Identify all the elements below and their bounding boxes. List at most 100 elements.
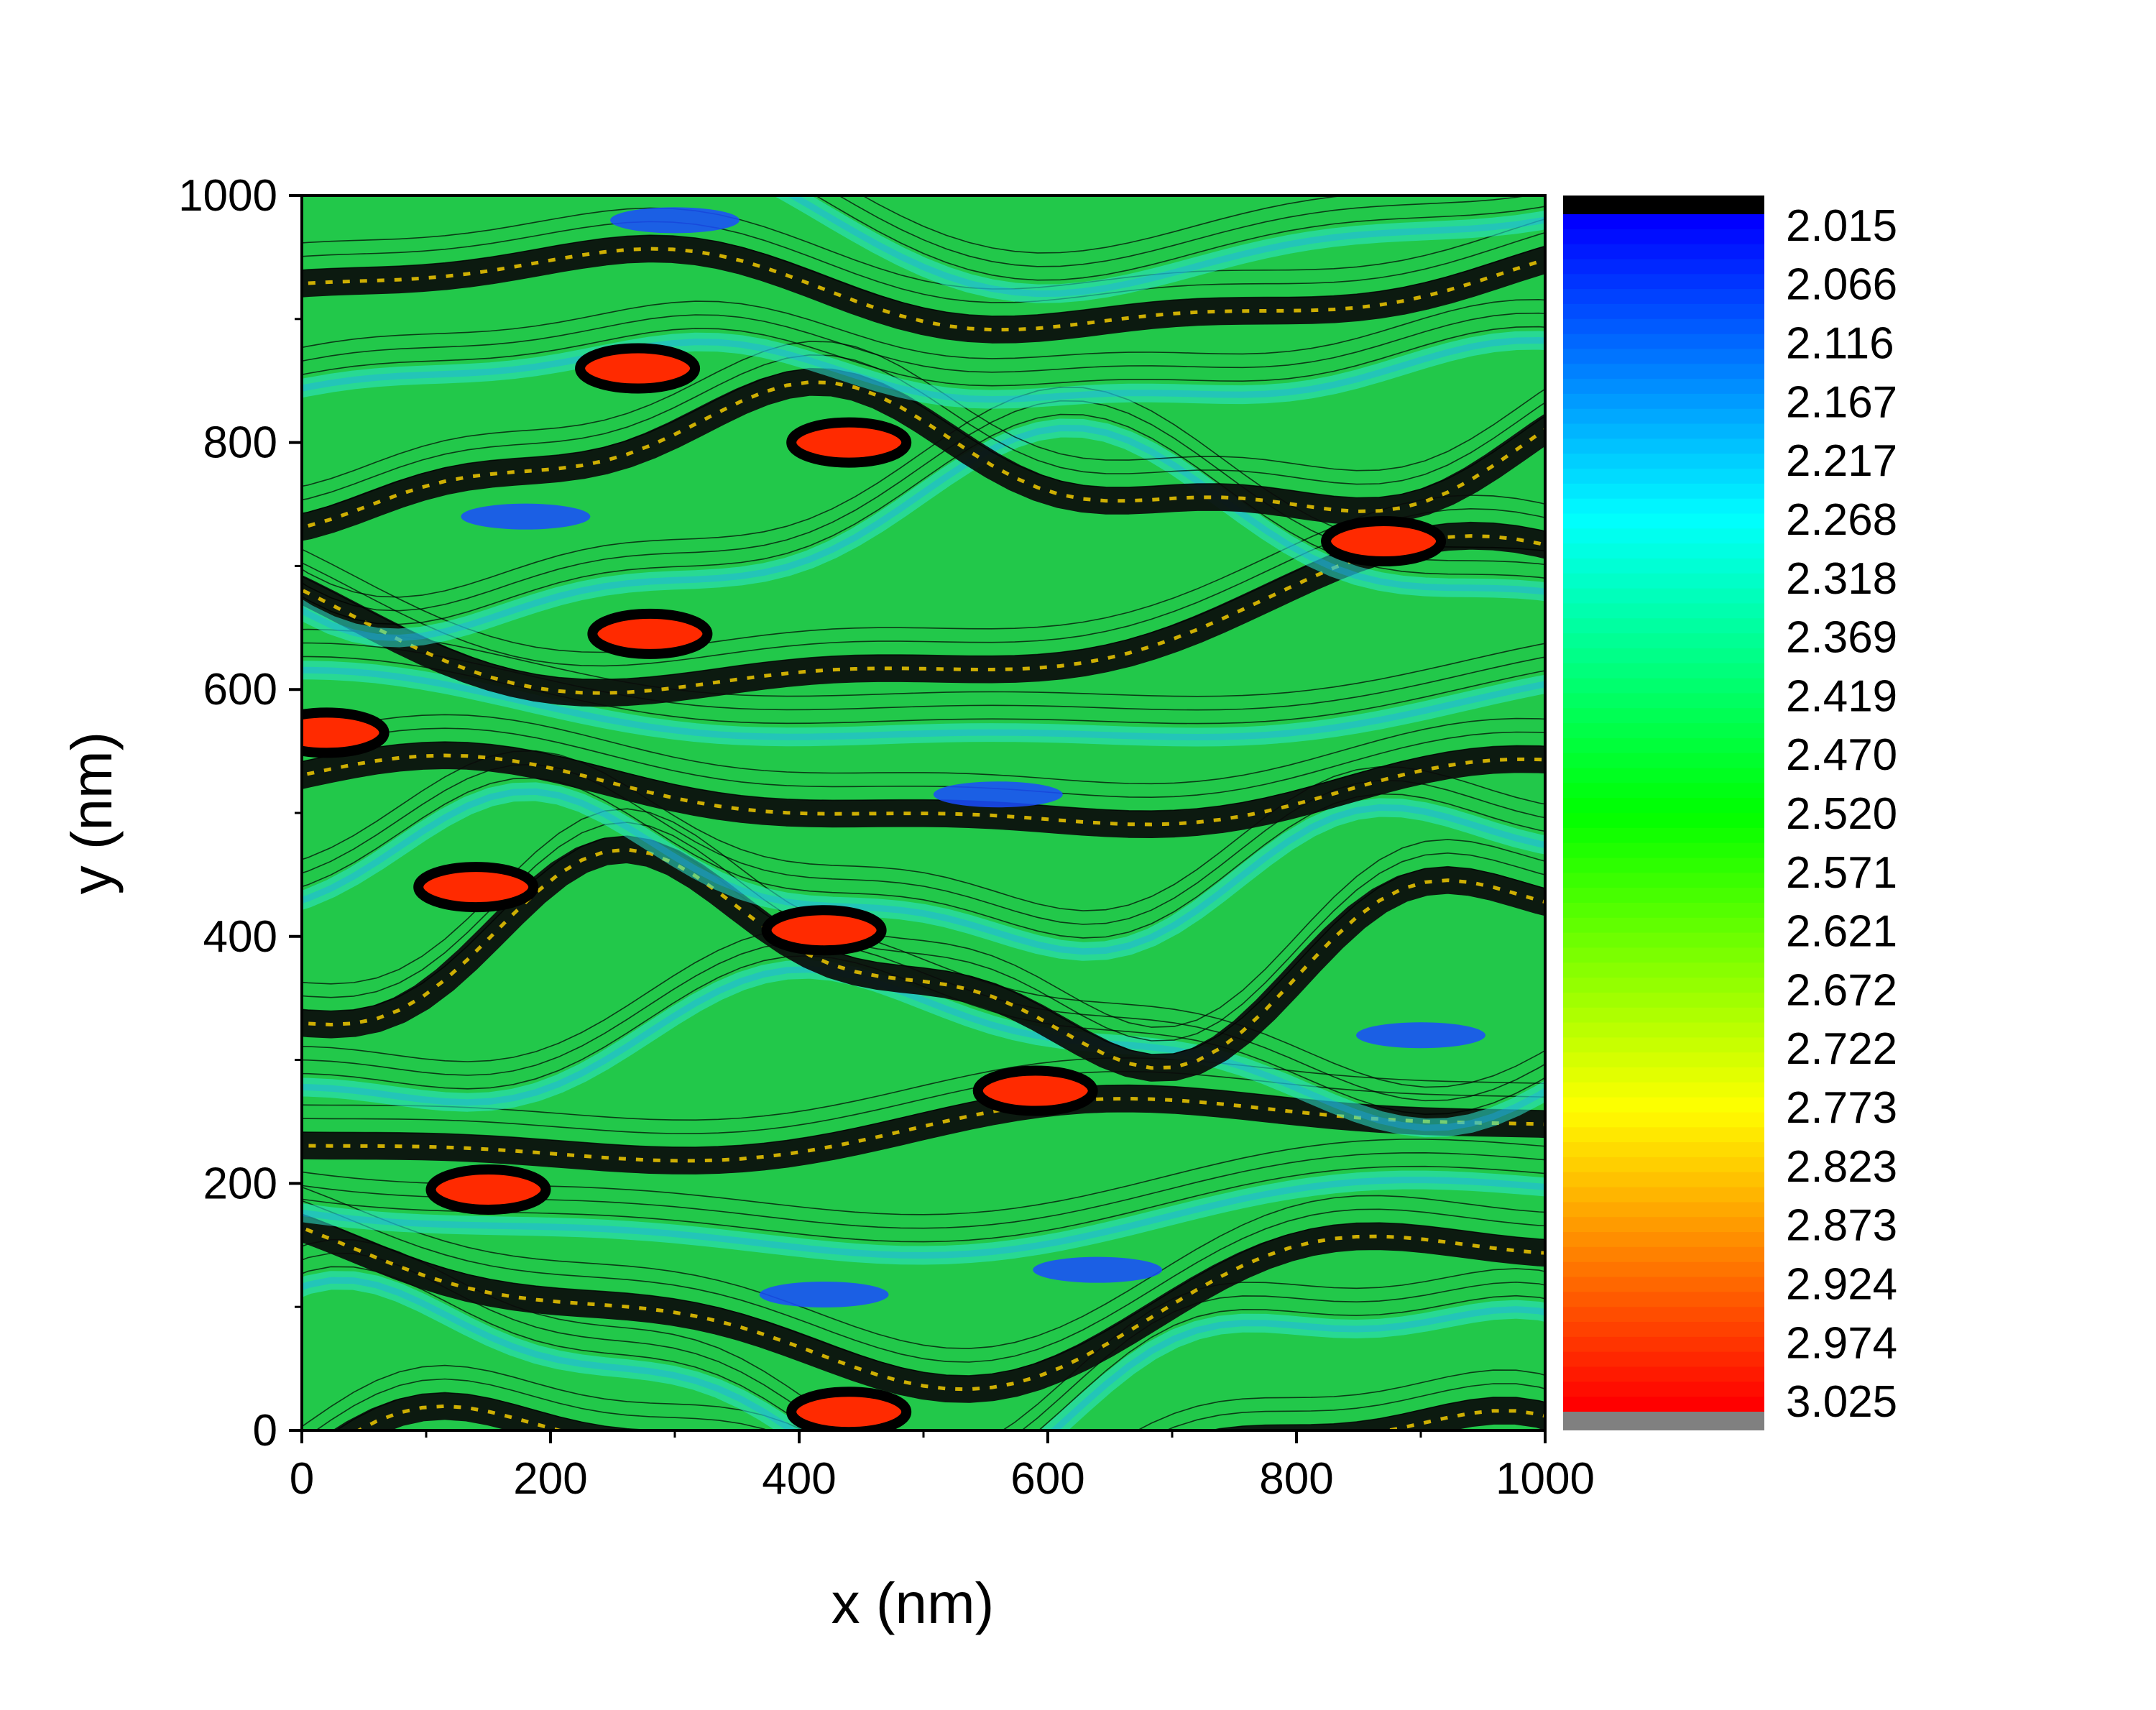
colorbar-swatch xyxy=(1563,483,1764,500)
colorbar-swatch xyxy=(1563,947,1764,963)
contour-band-core xyxy=(302,666,1545,741)
hotspot-low xyxy=(610,207,740,234)
colorbar-swatch xyxy=(1563,229,1764,245)
x-tick-label: 800 xyxy=(1259,1454,1333,1504)
contour-line xyxy=(302,1186,1545,1349)
colorbar-swatch xyxy=(1563,364,1764,380)
x-tick-label: 1000 xyxy=(1496,1454,1595,1504)
contour-line xyxy=(302,326,1545,387)
hotspot-high xyxy=(587,608,713,659)
colorbar-swatch xyxy=(1563,1187,1764,1203)
x-axis-title: x (nm) xyxy=(831,1571,995,1635)
colorbar-label: 2.571 xyxy=(1786,848,1897,898)
colorbar-swatch xyxy=(1563,1217,1764,1233)
colorbar-swatch xyxy=(1563,842,1764,859)
y-tick-label: 200 xyxy=(203,1159,277,1208)
colorbar-swatch xyxy=(1563,1037,1764,1053)
colorbar-swatch xyxy=(1563,858,1764,873)
contour-line xyxy=(302,1084,1545,1148)
contour-line xyxy=(302,1364,1545,1430)
contour-band-core xyxy=(302,1277,1545,1430)
contour-line xyxy=(837,196,1532,267)
colorbar-swatch xyxy=(1563,1232,1764,1248)
colorbar-swatch xyxy=(1563,648,1764,664)
contour-band xyxy=(302,1271,1545,1430)
colorbar-swatch xyxy=(1563,244,1764,260)
colorbar-swatch xyxy=(1563,678,1764,694)
contour-line xyxy=(814,196,1545,281)
colorbar-label: 2.369 xyxy=(1786,613,1897,663)
colorbar-swatch xyxy=(1563,992,1764,1008)
colorbar-swatch xyxy=(1563,1142,1764,1158)
hotspot-low xyxy=(759,1282,889,1308)
contour-field xyxy=(302,196,1545,1430)
hotspot-high xyxy=(786,1387,912,1430)
contour-band-core xyxy=(302,1177,1545,1259)
y-tick-label: 1000 xyxy=(178,171,277,221)
colorbar-swatch xyxy=(1563,783,1764,799)
colorbar-swatch xyxy=(1563,737,1764,754)
colorbar-swatch xyxy=(1563,663,1764,679)
colorbar-swatch xyxy=(1563,813,1764,829)
colorbar-swatch xyxy=(1563,1007,1764,1024)
colorbar-swatch xyxy=(1563,873,1764,888)
hotspot-low xyxy=(1033,1256,1163,1283)
contour-band xyxy=(302,960,1545,1138)
colorbar-swatch xyxy=(1563,932,1764,949)
contour-band xyxy=(302,661,1545,747)
contour-band-core xyxy=(302,247,1545,332)
colorbar-swatch xyxy=(1563,618,1764,634)
colorbar-swatch xyxy=(1563,259,1764,275)
colorbar-swatch xyxy=(1563,1052,1764,1068)
colorbar-swatch xyxy=(1563,543,1764,559)
colorbar-swatch xyxy=(1563,1022,1764,1038)
colorbar-swatch xyxy=(1563,588,1764,605)
contour-band-core xyxy=(302,380,1545,529)
colorbar-swatch xyxy=(1563,423,1764,439)
contour-band-core xyxy=(302,424,1545,642)
hotspot-high xyxy=(1321,516,1447,567)
hotspot-high xyxy=(972,1065,1098,1116)
y-tick-label: 800 xyxy=(203,418,277,468)
hotspot-high xyxy=(413,862,539,913)
colorbar-swatch xyxy=(1563,902,1764,919)
contour-line xyxy=(302,221,1545,303)
contour-band-core xyxy=(302,847,1545,1070)
contour-line xyxy=(302,1213,1545,1376)
colorbar-swatch xyxy=(1563,768,1764,783)
colorbar-swatch xyxy=(1563,1202,1764,1218)
colorbar-swatch xyxy=(1563,1172,1764,1188)
colorbar-swatch xyxy=(1563,1067,1764,1083)
colorbar-swatch xyxy=(1563,1351,1764,1368)
colorbar-swatch xyxy=(1563,1112,1764,1128)
colorbar-swatch xyxy=(1563,1307,1764,1323)
colorbar-swatch xyxy=(1563,289,1764,305)
colorbar-swatch xyxy=(1563,349,1764,364)
colorbar-label: 2.672 xyxy=(1786,965,1897,1015)
colorbar-swatch xyxy=(1563,303,1764,320)
colorbar-swatch xyxy=(1563,723,1764,739)
contour-band-core xyxy=(302,788,1545,955)
contour-line xyxy=(302,628,1545,697)
contour-line xyxy=(861,196,1351,254)
colorbar-swatch xyxy=(1563,214,1764,230)
hotspot-high xyxy=(761,905,887,956)
contour-line xyxy=(302,1070,1545,1134)
colorbar-swatch xyxy=(1563,753,1764,769)
hotspot-low xyxy=(1356,1022,1485,1049)
colorbar-swatch xyxy=(1563,1397,1764,1412)
colorbar-swatch xyxy=(1563,1097,1764,1113)
colorbar-label: 2.167 xyxy=(1786,377,1897,427)
contour-band-core xyxy=(302,1226,1545,1392)
hotspot-high xyxy=(425,1164,551,1215)
colorbar-swatch xyxy=(1563,978,1764,993)
colorbar-swatch xyxy=(1563,379,1764,395)
colorbar-swatch xyxy=(1563,1082,1764,1098)
contour-line xyxy=(302,367,1545,515)
contour-line xyxy=(315,1378,1545,1430)
colorbar-swatch xyxy=(1563,408,1764,425)
contour-band xyxy=(302,782,1545,961)
colorbar-label: 3.025 xyxy=(1786,1377,1897,1427)
colorbar-swatch xyxy=(1563,888,1764,904)
colorbar-label: 2.470 xyxy=(1786,730,1897,780)
